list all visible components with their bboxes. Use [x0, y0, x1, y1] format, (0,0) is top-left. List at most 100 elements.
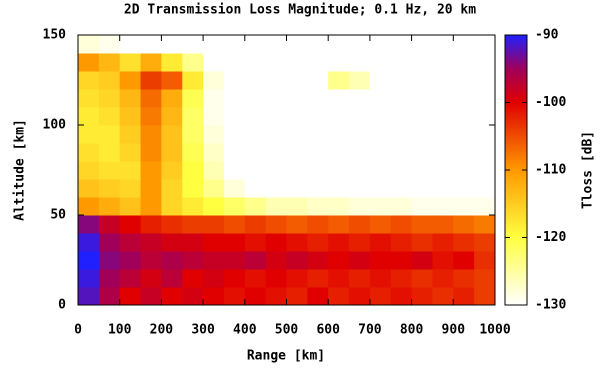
- heatmap-cell: [182, 269, 204, 288]
- heatmap-cell: [286, 71, 308, 90]
- heatmap-cell: [369, 215, 392, 234]
- heatmap-cell: [78, 35, 100, 54]
- heatmap-cell: [390, 215, 413, 234]
- heatmap-cell: [182, 107, 204, 126]
- heatmap-cell: [244, 269, 267, 288]
- heatmap-cell: [244, 179, 267, 198]
- heatmap-cell: [244, 89, 267, 108]
- heatmap-cell: [349, 125, 371, 144]
- heatmap-cell: [140, 251, 162, 270]
- heatmap-cell: [265, 179, 287, 198]
- heatmap-cell: [223, 125, 246, 144]
- heatmap-cell: [119, 53, 142, 72]
- heatmap-cell: [369, 143, 392, 162]
- y-tick-label: 0: [58, 298, 66, 313]
- heatmap-cell: [78, 71, 100, 90]
- heatmap-cell: [78, 233, 100, 252]
- heatmap-cell: [390, 161, 413, 180]
- heatmap-cell: [203, 125, 225, 144]
- heatmap-cell: [140, 35, 162, 54]
- colorbar-label: Tloss [dB]: [581, 131, 596, 209]
- heatmap-cell: [369, 161, 392, 180]
- heatmap-cell: [223, 251, 246, 270]
- x-tick-label: 1000: [479, 323, 510, 338]
- heatmap-cell: [244, 161, 267, 180]
- y-tick-label: 100: [43, 118, 67, 133]
- heatmap-cell: [161, 161, 183, 180]
- heatmap-cell: [328, 197, 350, 216]
- heatmap-cell: [78, 269, 100, 288]
- heatmap-cell: [223, 269, 246, 288]
- heatmap: [78, 35, 496, 306]
- heatmap-cell: [140, 197, 162, 216]
- heatmap-cell: [98, 287, 121, 306]
- heatmap-cell: [474, 35, 496, 54]
- x-tick-label: 600: [316, 323, 340, 338]
- heatmap-cell: [98, 89, 121, 108]
- heatmap-cell: [349, 53, 371, 72]
- heatmap-cell: [453, 35, 475, 54]
- heatmap-cell: [307, 179, 329, 198]
- x-axis-label: Range [km]: [247, 349, 325, 364]
- x-tick-label: 100: [108, 323, 132, 338]
- heatmap-cell: [369, 233, 392, 252]
- heatmap-cell: [369, 251, 392, 270]
- heatmap-cell: [140, 179, 162, 198]
- heatmap-cell: [390, 125, 413, 144]
- heatmap-cell: [182, 215, 204, 234]
- heatmap-cell: [286, 251, 308, 270]
- heatmap-cell: [223, 71, 246, 90]
- heatmap-cell: [307, 215, 329, 234]
- heatmap-cell: [265, 287, 287, 306]
- heatmap-cell: [119, 71, 142, 90]
- heatmap-cell: [244, 107, 267, 126]
- heatmap-cell: [369, 71, 392, 90]
- heatmap-cell: [432, 143, 454, 162]
- heatmap-cell: [78, 161, 100, 180]
- heatmap-cell: [307, 269, 329, 288]
- heatmap-cell: [119, 233, 142, 252]
- heatmap-cell: [161, 71, 183, 90]
- heatmap-cell: [140, 215, 162, 234]
- heatmap-cell: [474, 179, 496, 198]
- heatmap-cell: [328, 215, 350, 234]
- heatmap-cell: [369, 89, 392, 108]
- heatmap-cell: [349, 287, 371, 306]
- colorbar-tick-label: -90: [535, 28, 559, 43]
- heatmap-cell: [203, 197, 225, 216]
- heatmap-cell: [349, 71, 371, 90]
- heatmap-cell: [369, 179, 392, 198]
- heatmap-cell: [307, 251, 329, 270]
- heatmap-cell: [390, 71, 413, 90]
- colorbar-tick-label: -100: [535, 95, 566, 110]
- heatmap-cell: [140, 71, 162, 90]
- heatmap-cell: [307, 89, 329, 108]
- heatmap-cell: [182, 197, 204, 216]
- heatmap-cell: [286, 35, 308, 54]
- heatmap-cell: [349, 143, 371, 162]
- heatmap-cell: [369, 197, 392, 216]
- heatmap-cell: [161, 107, 183, 126]
- heatmap-cell: [244, 287, 267, 306]
- heatmap-cell: [328, 53, 350, 72]
- heatmap-cell: [140, 233, 162, 252]
- heatmap-cell: [161, 143, 183, 162]
- heatmap-cell: [411, 143, 433, 162]
- heatmap-cell: [328, 179, 350, 198]
- heatmap-cell: [453, 197, 475, 216]
- heatmap-cell: [390, 269, 413, 288]
- heatmap-cell: [369, 125, 392, 144]
- heatmap-cell: [286, 215, 308, 234]
- heatmap-cell: [369, 35, 392, 54]
- heatmap-cell: [286, 53, 308, 72]
- heatmap-cell: [307, 143, 329, 162]
- heatmap-cell: [244, 215, 267, 234]
- heatmap-cell: [98, 143, 121, 162]
- heatmap-cell: [474, 71, 496, 90]
- heatmap-cell: [182, 53, 204, 72]
- heatmap-cell: [98, 53, 121, 72]
- heatmap-cell: [349, 161, 371, 180]
- heatmap-cell: [182, 233, 204, 252]
- heatmap-cell: [349, 35, 371, 54]
- heatmap-cell: [119, 197, 142, 216]
